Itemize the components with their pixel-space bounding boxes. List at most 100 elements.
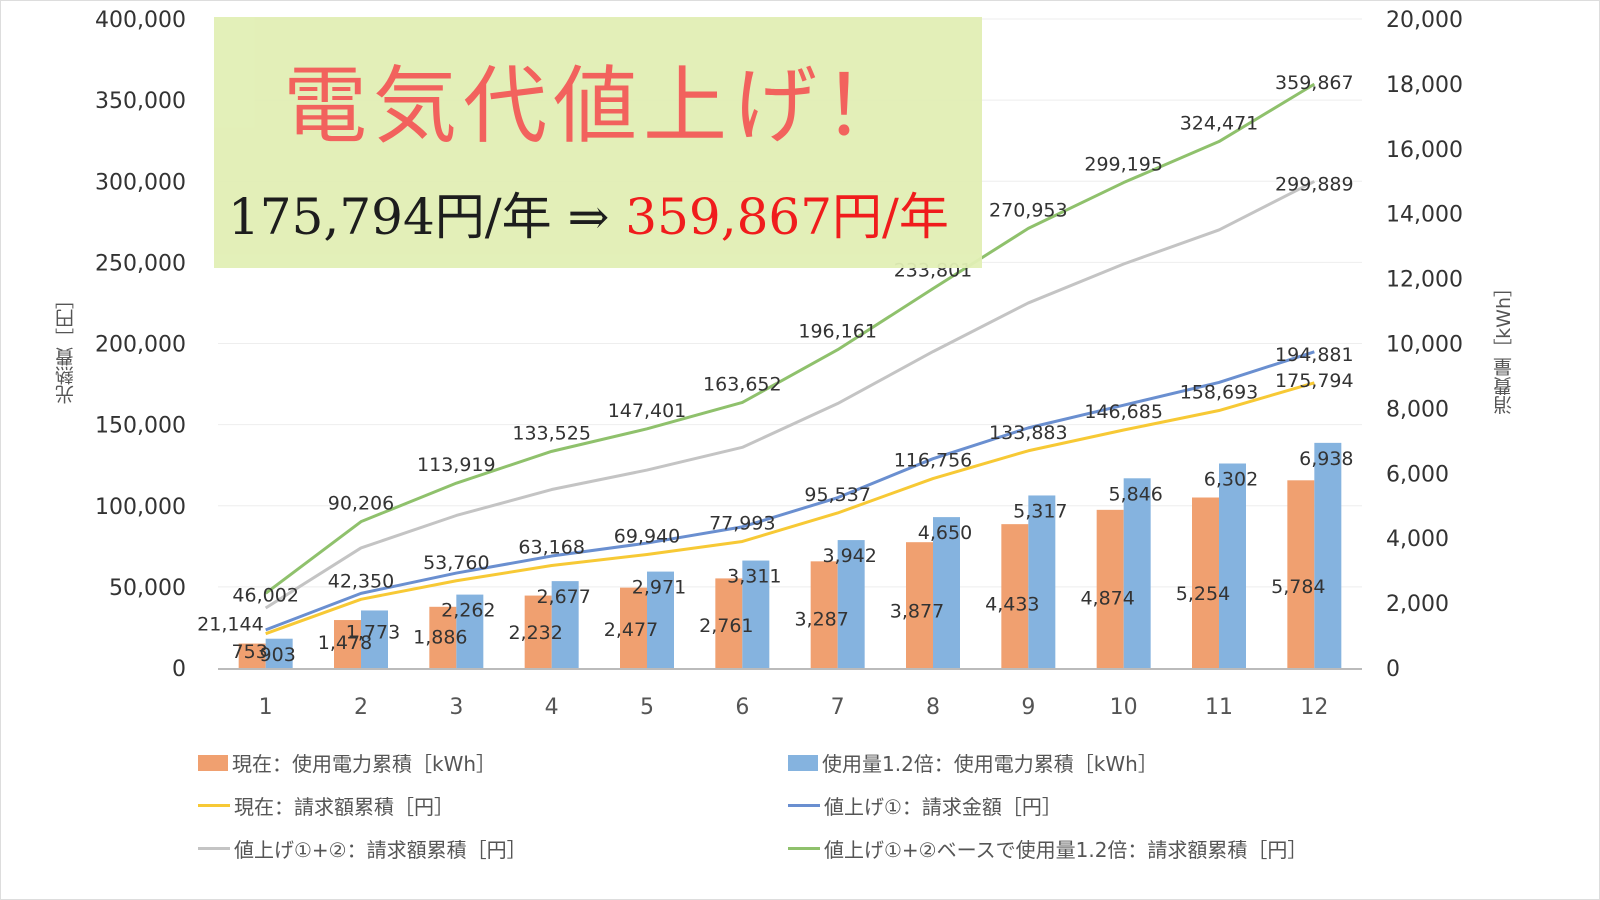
line-label-current: 21,144 xyxy=(197,614,263,636)
x-axis-tick: 9 xyxy=(1021,695,1035,720)
line-label-hike12-1.2x: 324,471 xyxy=(1180,113,1259,135)
legend-item-hike12: 値上げ①+②：請求額累積［円］ xyxy=(198,834,527,863)
bar-label-1.2x: 5,317 xyxy=(1013,500,1067,522)
line-label-hike12-1.2x: 359,867 xyxy=(1275,72,1354,94)
bar-label-current: 3,287 xyxy=(794,608,848,630)
legend-swatch xyxy=(788,754,818,771)
legend-item-1.2x-kwh: 使用量1.2倍：使用電力累積［kWh］ xyxy=(788,748,1158,777)
left-axis-tick: 350,000 xyxy=(95,89,186,114)
line-label-current: 53,760 xyxy=(423,552,489,574)
bar-1.2x xyxy=(1123,478,1151,668)
bar-1.2x xyxy=(933,517,960,668)
line-label-current: 133,883 xyxy=(989,422,1068,444)
right-axis-tick: 16,000 xyxy=(1386,138,1463,163)
legend-swatch xyxy=(198,804,230,807)
current-annual-cost: 175,794円/年 ⇒ xyxy=(228,188,626,246)
legend-item-current-bill: 現在：請求額累積［円］ xyxy=(198,791,454,820)
bar-label-1.2x: 903 xyxy=(260,644,296,666)
left-axis-tick: 0 xyxy=(172,657,186,682)
line-label-hike12-1.2x: 147,401 xyxy=(608,400,687,422)
line-label-hike12-1.2x: 299,195 xyxy=(1084,154,1163,176)
line-label-hike12-1.2x: 133,525 xyxy=(512,422,591,444)
legend-label: 値上げ①+②：請求額累積［円］ xyxy=(234,838,527,862)
x-axis-tick: 5 xyxy=(640,695,654,720)
bar-label-current: 2,232 xyxy=(508,622,562,644)
bar-current xyxy=(906,542,933,668)
line-series-3 xyxy=(265,350,1315,632)
bar-label-1.2x: 6,302 xyxy=(1204,469,1258,491)
bar-current xyxy=(429,606,457,668)
bar-current xyxy=(1192,497,1219,668)
bar-label-current: 4,874 xyxy=(1080,588,1134,610)
bar-label-1.2x: 2,677 xyxy=(536,586,590,608)
legend-swatch xyxy=(198,754,228,771)
line-label-hike12-1.2x: 46,002 xyxy=(232,584,298,606)
line-label-current: 42,350 xyxy=(328,570,394,592)
left-axis-tick: 400,000 xyxy=(95,8,186,33)
right-axis-tick: 10,000 xyxy=(1386,333,1463,358)
right-axis-tick: 20,000 xyxy=(1386,8,1463,33)
bar-1.2x xyxy=(837,540,865,668)
legend-label: 値上げ①+②ベースで使用量1.2倍：請求額累積［円］ xyxy=(824,838,1308,862)
headline-subtitle: 175,794円/年 ⇒ 359,867円/年 xyxy=(228,177,949,249)
bar-1.2x xyxy=(551,581,579,668)
line-label-hike12-1.2x: 163,652 xyxy=(703,373,782,395)
line-label-current: 69,940 xyxy=(614,526,680,548)
line-series-5 xyxy=(264,82,1316,595)
bar-1.2x xyxy=(265,638,293,668)
line-label-hike12-1.2x: 113,919 xyxy=(417,454,496,476)
line-label-series-3: 194,881 xyxy=(1275,344,1354,366)
bar-current xyxy=(524,595,552,668)
bar-label-current: 5,784 xyxy=(1271,576,1325,598)
bar-current xyxy=(238,643,266,668)
right-axis-tick: 2,000 xyxy=(1386,592,1449,617)
bar-current xyxy=(1287,480,1315,668)
x-axis-tick: 7 xyxy=(831,695,845,720)
bar-label-current: 2,477 xyxy=(604,619,658,641)
right-axis-tick: 14,000 xyxy=(1386,203,1463,228)
bar-1.2x xyxy=(456,594,484,668)
line-label-current: 63,168 xyxy=(518,537,584,559)
right-axis-title: 消費量［kWh］ xyxy=(1493,278,1515,415)
x-axis-tick: 12 xyxy=(1300,695,1328,720)
line-label-current: 175,794 xyxy=(1275,370,1354,392)
right-axis-tick: 18,000 xyxy=(1386,73,1463,98)
x-axis-tick: 6 xyxy=(735,695,749,720)
line-label-hike12-1.2x: 270,953 xyxy=(989,199,1068,221)
line-label-current: 77,993 xyxy=(709,512,775,534)
bar-current xyxy=(1096,509,1124,668)
bar-1.2x xyxy=(1028,495,1056,668)
bar-label-current: 2,761 xyxy=(699,615,753,637)
left-axis-tick: 200,000 xyxy=(95,333,186,358)
bar-label-current: 1,886 xyxy=(413,627,467,649)
left-axis-title: 光熱費［円］ xyxy=(55,290,77,404)
legend-swatch xyxy=(198,847,230,850)
headline-title: 電気代値上げ！ xyxy=(282,57,913,155)
bar-label-1.2x: 2,262 xyxy=(441,600,495,622)
bar-current xyxy=(334,620,361,668)
x-axis-tick: 1 xyxy=(259,695,273,720)
x-axis-tick: 3 xyxy=(449,695,463,720)
legend-swatch xyxy=(788,847,820,850)
bar-1.2x xyxy=(361,610,388,668)
bar-label-1.2x: 2,971 xyxy=(632,577,686,599)
legend-item-hike12-1.2x: 値上げ①+②ベースで使用量1.2倍：請求額累積［円］ xyxy=(788,834,1307,863)
bar-current xyxy=(620,587,647,668)
bar-current xyxy=(810,561,838,668)
x-axis-tick: 10 xyxy=(1110,695,1138,720)
legend-label: 使用量1.2倍：使用電力累積［kWh］ xyxy=(822,752,1158,776)
bar-label-1.2x: 4,650 xyxy=(918,522,972,544)
legend-swatch xyxy=(788,804,820,807)
bar-label-1.2x: 5,846 xyxy=(1108,483,1162,505)
bar-label-current: 5,254 xyxy=(1176,583,1230,605)
x-axis-tick: 2 xyxy=(354,695,368,720)
x-axis-tick: 11 xyxy=(1205,695,1233,720)
bar-label-current: 1,478 xyxy=(318,632,372,654)
legend-label: 現在：請求額累積［円］ xyxy=(234,795,454,819)
bar-1.2x xyxy=(742,560,770,668)
bar-1.2x xyxy=(1219,463,1246,668)
legend-label: 値上げ①：請求金額［円］ xyxy=(824,795,1062,819)
line-label-current: 158,693 xyxy=(1180,382,1259,404)
bar-label-current: 4,433 xyxy=(985,593,1039,615)
line-label-hike12-1.2x: 90,206 xyxy=(328,493,394,515)
